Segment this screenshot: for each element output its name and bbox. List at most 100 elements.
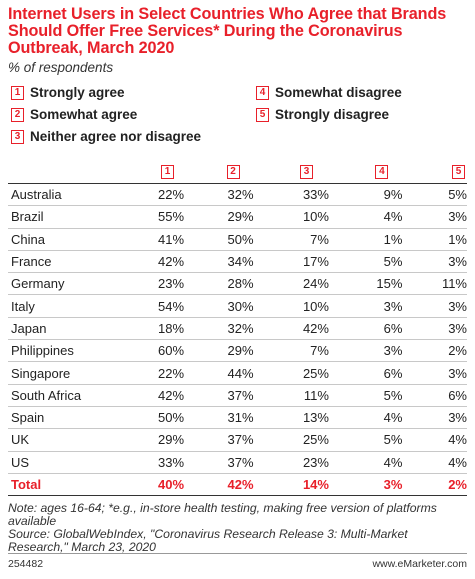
data-table: 1 2 3 4 5 Australia 22% 32% 33% 9% 5% Brazil 55… — [8, 157, 467, 497]
value-cell: 5% — [328, 250, 403, 274]
value-cell: 23% — [253, 451, 329, 474]
table-row: Brazil 55% 29% 10% 4% 3% — [8, 205, 467, 229]
table-row: US 33% 37% 23% 4% 4% — [8, 451, 467, 474]
value-cell: 18% — [120, 317, 185, 341]
legend-item-4: 4 Somewhat disagree — [256, 85, 402, 100]
row-label: Japan — [8, 317, 121, 341]
legend-number-box: 2 — [11, 107, 24, 122]
brand-url: www.eMarketer.com — [372, 558, 467, 570]
legend-label: Somewhat agree — [30, 107, 138, 122]
value-cell: 15% — [328, 272, 403, 296]
row-label: US — [8, 451, 121, 474]
row-label: Philippines — [8, 339, 121, 363]
note-text: Note: ages 16-64; *e.g., in-store health… — [8, 501, 437, 529]
table-row: Australia 22% 32% 33% 9% 5% — [8, 183, 467, 207]
value-cell: 55% — [120, 205, 185, 229]
row-label: Brazil — [8, 205, 121, 229]
value-cell: 3% — [402, 406, 467, 430]
legend-number-box: 4 — [256, 85, 269, 100]
value-cell: 3% — [328, 339, 403, 363]
column-number-box: 5 — [452, 164, 465, 179]
value-cell: 42% — [184, 473, 254, 497]
value-cell: 3% — [402, 205, 467, 229]
source-text: Source: GlobalWebIndex, "Coronavirus Res… — [8, 527, 408, 555]
value-cell: 6% — [328, 317, 403, 341]
chart-id: 254482 — [8, 558, 44, 570]
value-cell: 5% — [402, 183, 467, 207]
value-cell: 24% — [253, 272, 329, 296]
value-cell: 31% — [184, 406, 254, 430]
value-cell: 23% — [120, 272, 185, 296]
value-cell: 2% — [402, 473, 467, 497]
table-row: Italy 54% 30% 10% 3% 3% — [8, 294, 467, 318]
row-label: Italy — [8, 294, 121, 318]
value-cell: 2% — [402, 339, 467, 363]
value-cell: 3% — [402, 317, 467, 341]
chart-title: Internet Users in Select Countries Who A… — [8, 5, 447, 57]
legend-number-box: 3 — [11, 129, 24, 144]
column-number-box: 4 — [375, 164, 389, 179]
value-cell: 40% — [120, 473, 185, 497]
row-label: UK — [8, 428, 121, 452]
column-number-box: 3 — [299, 164, 313, 179]
value-cell: 9% — [328, 183, 403, 207]
value-cell: 17% — [253, 250, 329, 274]
row-label: Australia — [8, 183, 121, 207]
legend-number-box: 5 — [256, 107, 269, 122]
value-cell: 4% — [402, 451, 467, 474]
value-cell: 30% — [184, 294, 254, 318]
column-header-3: 3 — [253, 157, 329, 184]
total-row: Total 40% 42% 14% 3% 2% — [8, 473, 467, 497]
column-number-box: 1 — [161, 164, 175, 179]
row-label: Germany — [8, 272, 121, 296]
value-cell: 50% — [184, 228, 254, 251]
legend-label: Neither agree nor disagree — [30, 129, 202, 144]
column-header-1: 1 — [120, 157, 185, 184]
value-cell: 10% — [253, 294, 329, 318]
value-cell: 3% — [402, 294, 467, 318]
value-cell: 14% — [253, 473, 329, 497]
value-cell: 1% — [328, 228, 403, 251]
column-header-4: 4 — [328, 157, 403, 184]
value-cell: 32% — [184, 317, 254, 341]
value-cell: 3% — [402, 361, 467, 385]
value-cell: 29% — [184, 339, 254, 363]
value-cell: 11% — [253, 384, 329, 407]
table-row: Philippines 60% 29% 7% 3% 2% — [8, 339, 467, 363]
legend: 1 Strongly agree 2 Somewhat agree 3 Neit… — [8, 85, 467, 151]
value-cell: 3% — [402, 250, 467, 274]
value-cell: 29% — [184, 205, 254, 229]
value-cell: 34% — [184, 250, 254, 274]
column-header-5: 5 — [402, 157, 467, 184]
table-row: UK 29% 37% 25% 5% 4% — [8, 428, 467, 452]
table-row: Singapore 22% 44% 25% 6% 3% — [8, 361, 467, 385]
notes: Note: ages 16-64; *e.g., in-store health… — [8, 502, 463, 554]
value-cell: 44% — [184, 361, 254, 385]
value-cell: 3% — [328, 294, 403, 318]
value-cell: 60% — [120, 339, 185, 363]
table-row: Japan 18% 32% 42% 6% 3% — [8, 317, 467, 341]
column-header-2: 2 — [184, 157, 254, 184]
row-label: France — [8, 250, 121, 274]
legend-label: Somewhat disagree — [275, 85, 402, 100]
value-cell: 22% — [120, 361, 185, 385]
value-cell: 32% — [184, 183, 254, 207]
value-cell: 4% — [328, 205, 403, 229]
value-cell: 33% — [120, 451, 185, 474]
value-cell: 37% — [184, 451, 254, 474]
chart-subtitle: % of respondents — [8, 60, 114, 75]
value-cell: 5% — [328, 428, 403, 452]
legend-number-box: 1 — [11, 85, 24, 100]
column-number-box: 2 — [226, 164, 240, 179]
value-cell: 37% — [184, 428, 254, 452]
table-row: Germany 23% 28% 24% 15% 11% — [8, 272, 467, 296]
value-cell: 10% — [253, 205, 329, 229]
header-blank-cell — [8, 157, 121, 184]
legend-label: Strongly agree — [30, 85, 125, 100]
row-label: China — [8, 228, 121, 251]
row-label: South Africa — [8, 384, 121, 407]
value-cell: 37% — [184, 384, 254, 407]
value-cell: 50% — [120, 406, 185, 430]
table-row: South Africa 42% 37% 11% 5% 6% — [8, 384, 467, 407]
